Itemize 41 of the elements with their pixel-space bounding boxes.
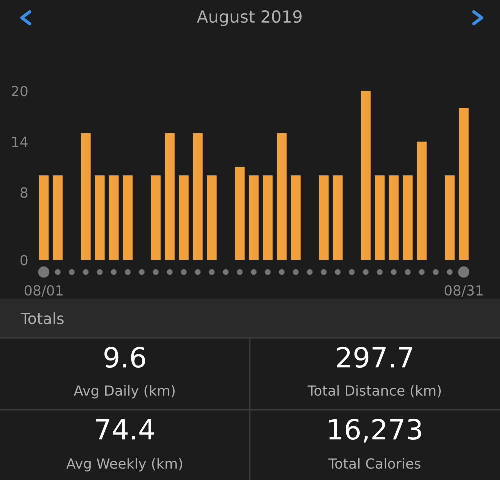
bar	[417, 142, 427, 260]
bar	[375, 176, 385, 260]
y-tick-label: 8	[20, 188, 28, 198]
bar	[81, 133, 91, 260]
bar	[389, 176, 399, 260]
bar	[333, 176, 343, 260]
bar	[263, 176, 273, 260]
bar	[235, 167, 245, 260]
text: Avg Daily (km)	[74, 385, 175, 399]
bar	[361, 91, 371, 260]
bar	[403, 176, 413, 260]
x-tick-label: 08/01	[24, 285, 63, 297]
y-tick-label: 0	[20, 255, 28, 266]
x-tick-label: 08/31	[444, 285, 483, 297]
text: 9.6	[104, 347, 146, 368]
bar	[319, 176, 329, 260]
bar	[291, 176, 301, 260]
bar	[249, 176, 259, 260]
text: Total Distance (km)	[308, 385, 442, 398]
bar	[109, 176, 119, 260]
bar	[151, 176, 161, 260]
chart-title: August 2019	[197, 10, 302, 26]
y-tick-label: 14	[12, 136, 28, 148]
text: 74.4	[96, 419, 154, 440]
bar	[123, 176, 133, 260]
bar	[165, 133, 175, 260]
bar	[53, 176, 63, 260]
text: Avg Weekly (km)	[66, 458, 182, 472]
bar	[445, 176, 455, 260]
bar	[179, 176, 189, 260]
bar	[207, 176, 217, 260]
text: 297.7	[337, 347, 412, 368]
text: Totals	[20, 312, 64, 324]
y-tick-label: 20	[12, 86, 28, 97]
bar	[193, 133, 203, 260]
bar	[459, 108, 469, 260]
bar	[277, 133, 287, 260]
text: Total Calories	[328, 458, 421, 470]
text: 16,273	[329, 419, 422, 443]
bar	[95, 176, 105, 260]
bar	[39, 176, 49, 260]
